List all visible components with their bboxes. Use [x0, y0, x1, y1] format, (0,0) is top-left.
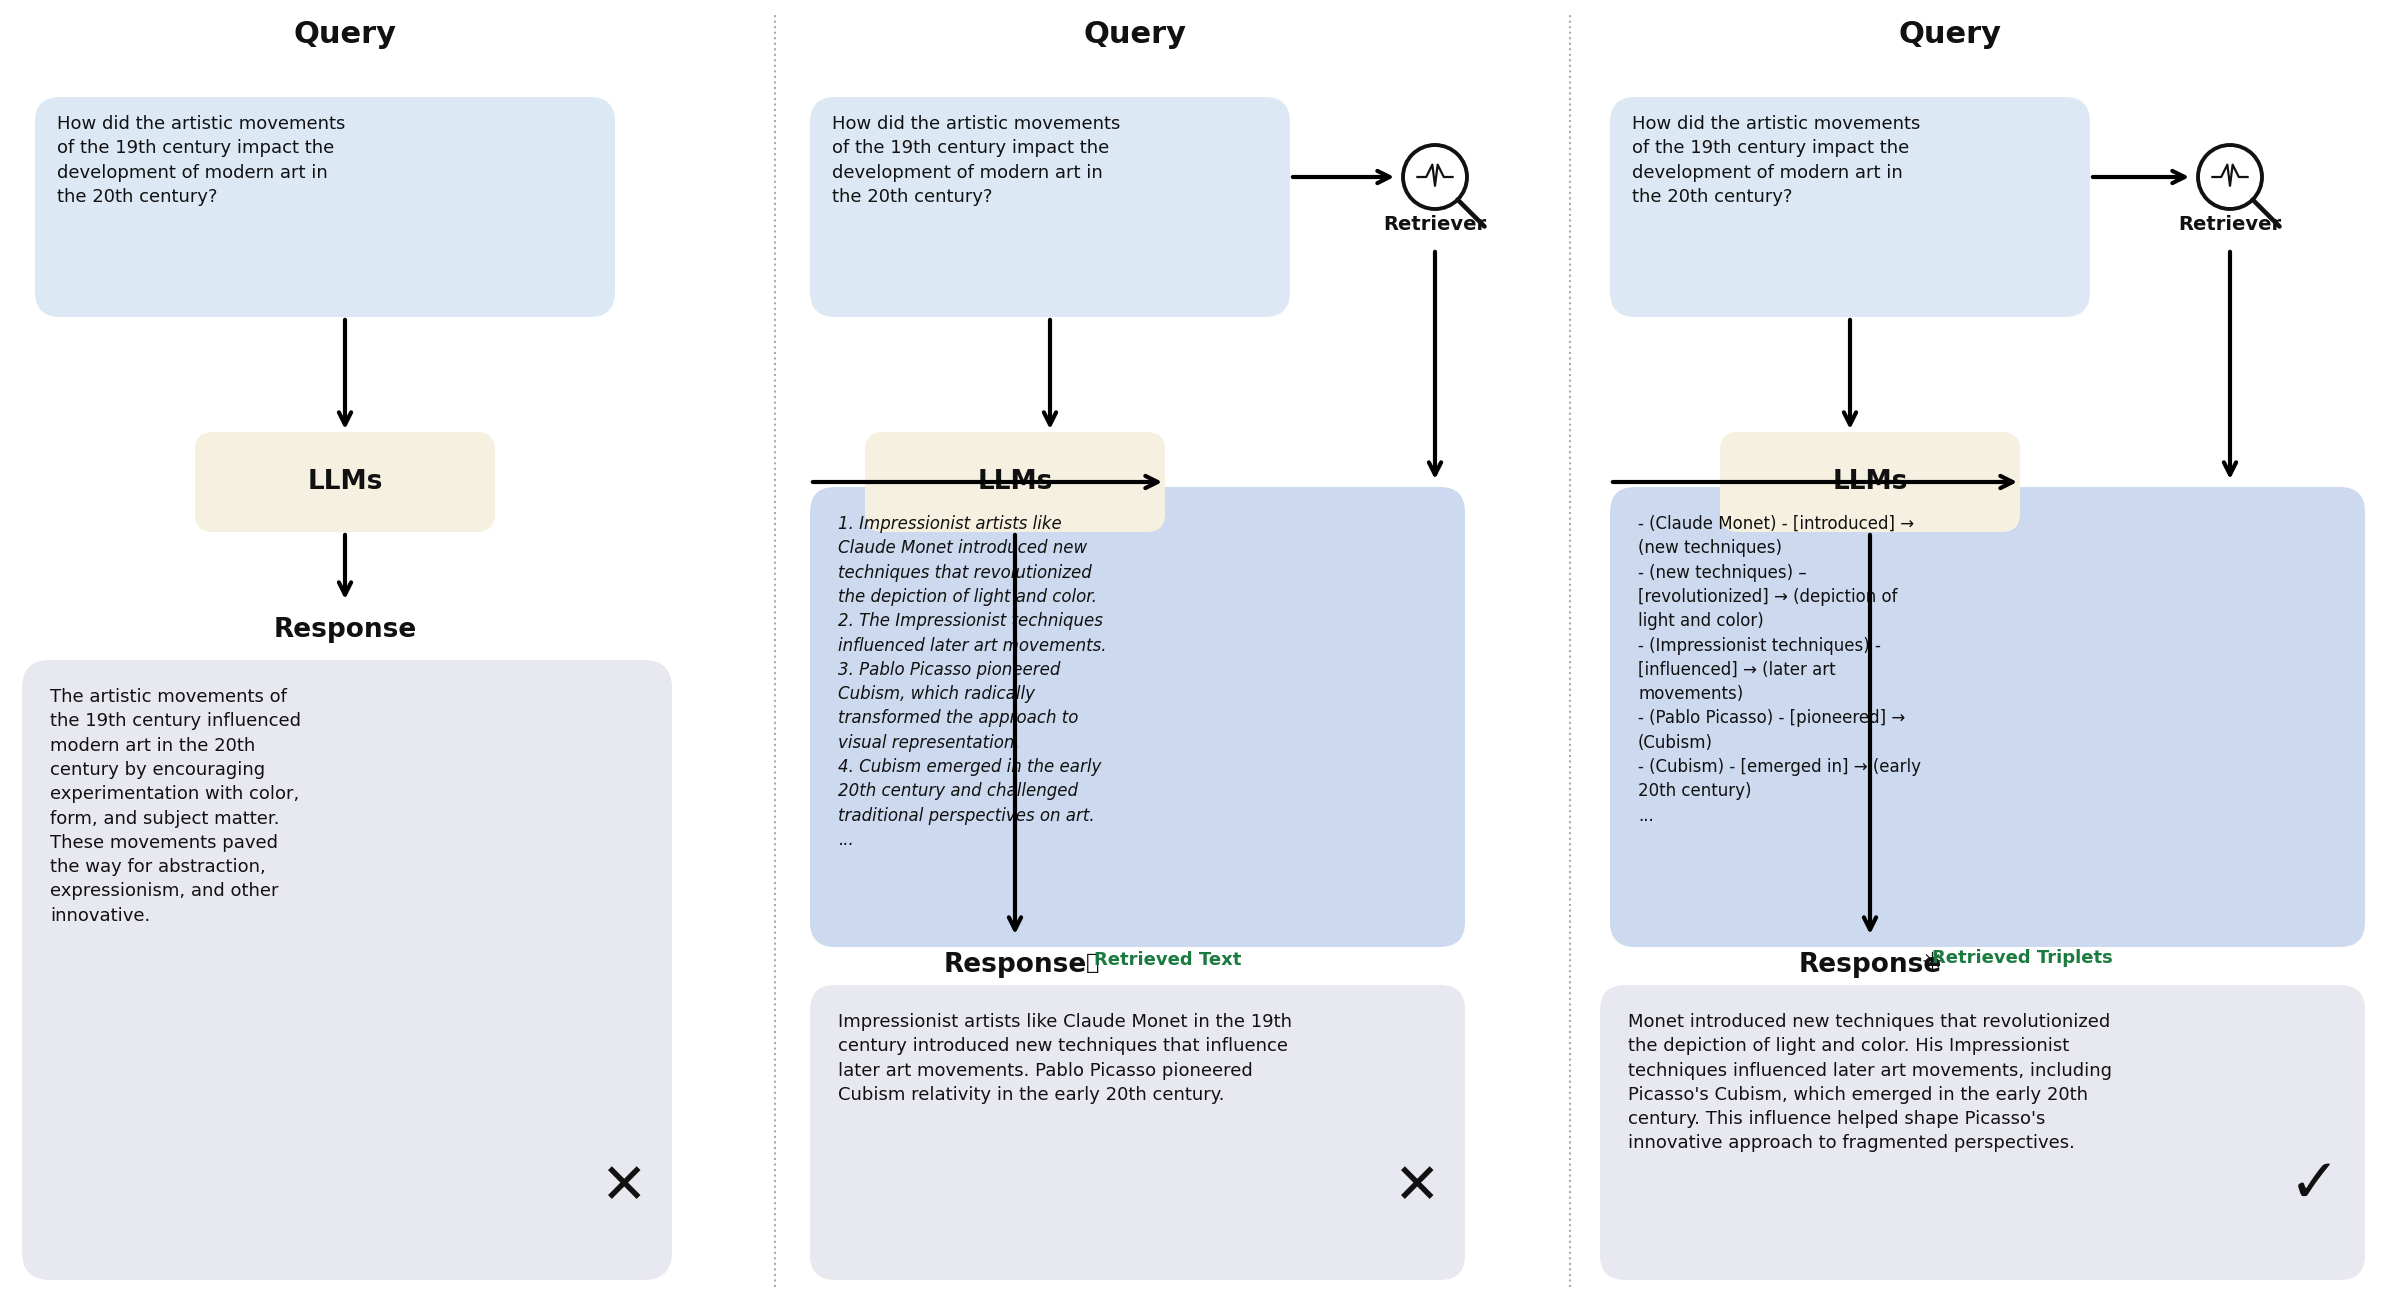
Text: Query: Query [293, 20, 396, 49]
Text: How did the artistic movements
of the 19th century impact the
development of mod: How did the artistic movements of the 19… [57, 115, 346, 206]
Text: ✳: ✳ [1922, 950, 1943, 975]
Text: Retriever: Retriever [2179, 215, 2281, 234]
Text: ✓: ✓ [2289, 1156, 2341, 1215]
FancyBboxPatch shape [811, 986, 1466, 1280]
FancyBboxPatch shape [1609, 98, 2091, 316]
Text: - (Claude Monet) - [introduced] →
(new techniques)
- (new techniques) –
[revolut: - (Claude Monet) - [introduced] → (new t… [1638, 516, 1922, 824]
FancyBboxPatch shape [811, 487, 1466, 947]
Text: Retrieved Triplets: Retrieved Triplets [1931, 949, 2112, 967]
FancyBboxPatch shape [195, 432, 496, 533]
FancyBboxPatch shape [865, 432, 1166, 533]
Text: Response: Response [944, 952, 1087, 978]
Text: Query: Query [1898, 20, 2003, 49]
FancyBboxPatch shape [36, 98, 615, 316]
Text: LLMs: LLMs [308, 469, 384, 495]
Text: Impressionist artists like Claude Monet in the 19th
century introduced new techn: Impressionist artists like Claude Monet … [839, 1013, 1292, 1104]
Text: Response: Response [274, 617, 417, 643]
Text: How did the artistic movements
of the 19th century impact the
development of mod: How did the artistic movements of the 19… [1633, 115, 1922, 206]
FancyBboxPatch shape [1719, 432, 2019, 533]
Text: The artistic movements of
the 19th century influenced
modern art in the 20th
cen: The artistic movements of the 19th centu… [50, 687, 300, 924]
Text: Retriever: Retriever [1383, 215, 1488, 234]
FancyBboxPatch shape [21, 660, 672, 1280]
Text: ✕: ✕ [1395, 1161, 1440, 1215]
Text: How did the artistic movements
of the 19th century impact the
development of mod: How did the artistic movements of the 19… [832, 115, 1120, 206]
Text: 1. Impressionist artists like
Claude Monet introduced new
techniques that revolu: 1. Impressionist artists like Claude Mon… [839, 516, 1106, 849]
FancyBboxPatch shape [1609, 487, 2365, 947]
Text: LLMs: LLMs [1833, 469, 1907, 495]
Text: LLMs: LLMs [977, 469, 1054, 495]
Text: Response: Response [1798, 952, 1941, 978]
Text: 📄: 📄 [1085, 953, 1099, 973]
Text: Retrieved Text: Retrieved Text [1094, 950, 1242, 969]
Text: ✕: ✕ [601, 1161, 646, 1215]
FancyBboxPatch shape [811, 98, 1290, 316]
FancyBboxPatch shape [1600, 986, 2365, 1280]
Text: Query: Query [1082, 20, 1187, 49]
Text: Monet introduced new techniques that revolutionized
the depiction of light and c: Monet introduced new techniques that rev… [1628, 1013, 2112, 1152]
